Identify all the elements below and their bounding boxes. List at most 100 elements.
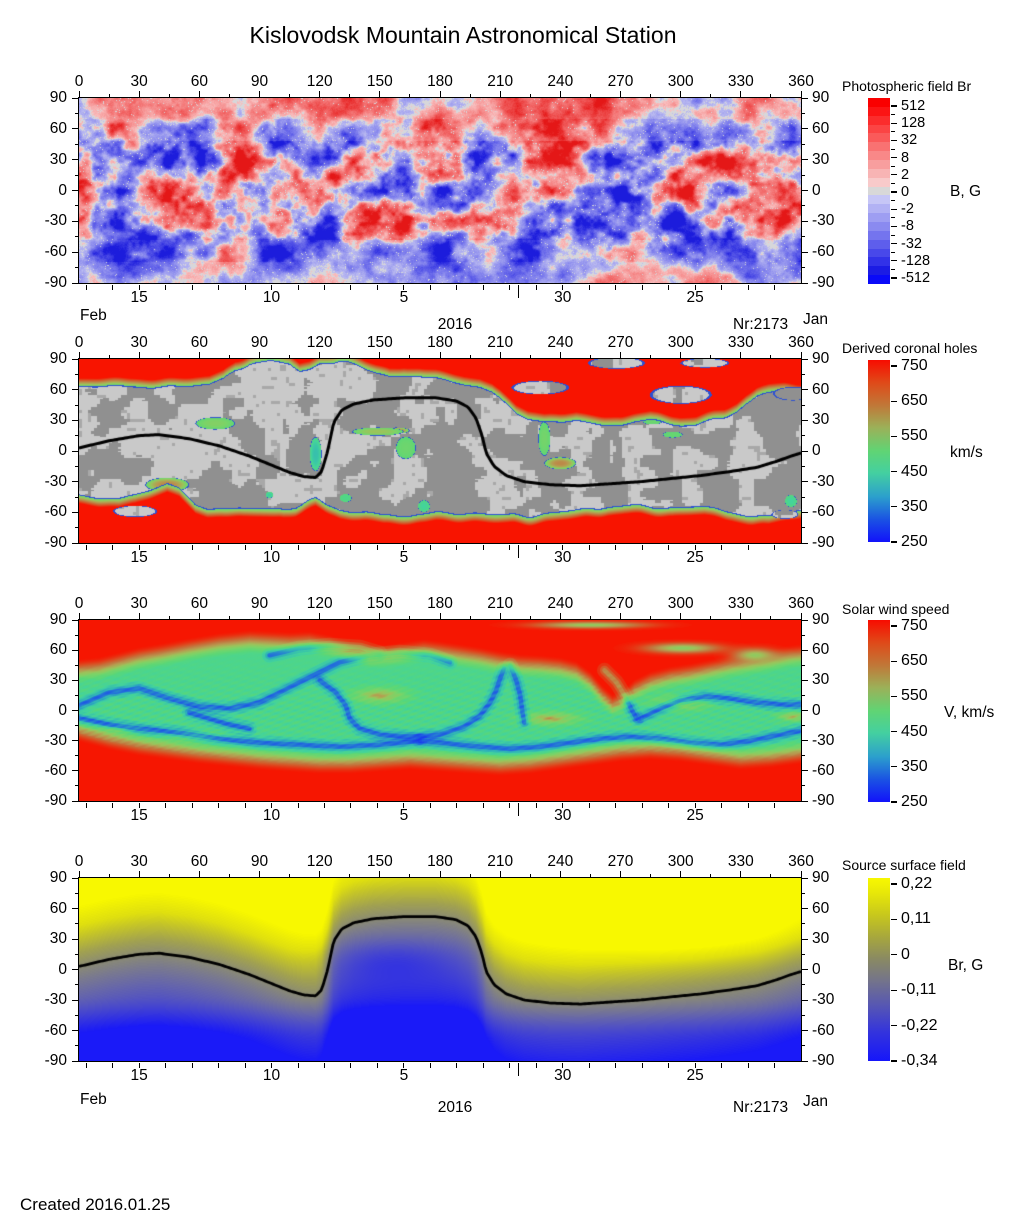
date-axis-tick xyxy=(721,285,723,290)
x-axis-tick xyxy=(349,874,351,878)
date-axis-tick xyxy=(668,803,670,808)
y-axis-tick xyxy=(72,1060,78,1062)
date-axis-tick-label: 25 xyxy=(686,289,704,306)
x-axis-tick xyxy=(289,874,291,878)
y-axis-tick xyxy=(72,220,78,222)
y-axis-tick-label: -90 xyxy=(812,274,835,291)
y-axis-tick xyxy=(75,143,78,145)
colorbar-tick xyxy=(891,260,897,262)
x-axis-tick-label: 270 xyxy=(607,73,634,90)
x-axis-tick-label: 360 xyxy=(788,853,814,870)
date-axis-tick xyxy=(191,285,193,290)
colorbar-tick-label: 350 xyxy=(901,757,928,775)
x-axis-tick-label: 330 xyxy=(727,334,754,351)
colorbar-tick-label: 750 xyxy=(901,357,928,374)
x-axis-tick-label: 300 xyxy=(667,334,694,351)
page-title: Kislovodsk Mountain Astronomical Station xyxy=(249,22,677,48)
y-axis-tick xyxy=(802,358,808,360)
x-axis-tick-label: 180 xyxy=(427,595,453,612)
date-axis-tick xyxy=(641,803,643,808)
date-axis-tick xyxy=(429,1063,431,1068)
y-axis-tick xyxy=(802,800,808,802)
y-axis-tick xyxy=(75,725,78,727)
x-axis-tick xyxy=(349,355,351,359)
colorbar-unit-coronal-holes: km/s xyxy=(950,444,983,461)
y-axis-tick-label: 30 xyxy=(812,930,830,947)
colorbar-tick xyxy=(891,541,897,543)
x-axis-tick-label: 240 xyxy=(547,73,574,90)
x-axis-tick xyxy=(409,874,411,878)
x-axis-tick xyxy=(770,616,772,620)
x-axis-tick-label: 120 xyxy=(306,334,333,351)
date-axis-tick xyxy=(535,1063,537,1068)
date-axis-tick xyxy=(774,1063,776,1068)
y-axis-tick xyxy=(72,481,78,483)
colorbar-segment xyxy=(868,142,890,152)
x-axis-tick xyxy=(529,874,531,878)
y-axis-tick xyxy=(72,619,78,621)
colorbar-tick xyxy=(891,1060,897,1062)
x-axis-tick xyxy=(620,871,621,878)
x-axis-tick-label: 60 xyxy=(190,595,208,612)
month-label-feb: Feb xyxy=(80,307,107,324)
x-axis-tick xyxy=(740,91,742,98)
date-axis-tick xyxy=(509,545,511,550)
colorbar-segment xyxy=(868,230,890,241)
x-axis-tick xyxy=(138,613,140,620)
date-axis-tick xyxy=(694,545,696,550)
colorbar-minor-tick xyxy=(891,148,895,150)
colorbar-tick-label: -8 xyxy=(901,218,914,235)
y-axis-tick-label: -60 xyxy=(812,761,835,779)
colorbar-segment xyxy=(868,275,890,284)
date-axis-tick xyxy=(191,545,193,550)
y-axis-tick xyxy=(802,220,808,222)
y-axis-tick-label: 90 xyxy=(49,869,67,886)
colorbar-tick xyxy=(891,139,897,141)
colorbar-minor-tick xyxy=(891,217,895,219)
x-axis-tick xyxy=(439,91,441,98)
date-axis-tick xyxy=(668,545,670,550)
y-axis-tick xyxy=(72,389,78,391)
date-axis-tick xyxy=(721,1063,723,1068)
x-axis-tick xyxy=(559,613,561,620)
x-axis-tick xyxy=(228,94,230,98)
colorbar-title-solar-wind: Solar wind speed xyxy=(842,601,950,617)
colorbar-tick xyxy=(891,277,897,279)
month-boundary-tick xyxy=(517,285,519,298)
y-axis-tick-label: 60 xyxy=(49,641,67,659)
y-axis-tick xyxy=(802,496,805,498)
y-axis-tick-label: -60 xyxy=(44,1021,67,1039)
x-axis-tick-label: 360 xyxy=(788,334,814,351)
y-axis-tick xyxy=(72,1030,78,1031)
date-axis-tick-label: 15 xyxy=(130,807,148,824)
y-axis-tick xyxy=(72,190,78,191)
colorbar-tick-label: 450 xyxy=(901,462,928,480)
colorbar-tick-label: 512 xyxy=(901,98,926,114)
date-axis-tick xyxy=(429,803,431,808)
colorbar-tick-label: -2 xyxy=(901,201,914,218)
x-axis-tick xyxy=(620,91,621,98)
colorbar-tick-label: 450 xyxy=(901,722,928,740)
date-axis-tick xyxy=(774,803,776,808)
x-axis-tick-label: 210 xyxy=(487,73,514,90)
date-axis-tick xyxy=(112,545,114,550)
date-axis-tick xyxy=(429,285,431,290)
colorbar-segment xyxy=(868,248,890,258)
y-axis-tick xyxy=(802,112,805,114)
x-axis-tick-label: 240 xyxy=(547,334,574,351)
x-axis-tick xyxy=(710,94,712,98)
y-axis-tick-label: 60 xyxy=(812,641,830,659)
y-axis-tick xyxy=(802,97,808,99)
y-axis-tick-label: 90 xyxy=(49,611,67,628)
x-axis-tick-label: 30 xyxy=(130,334,148,351)
colorbar-segment xyxy=(868,204,890,214)
x-axis-tick-label: 180 xyxy=(427,73,453,90)
y-axis-tick xyxy=(72,542,78,544)
x-axis-tick xyxy=(198,352,200,359)
y-axis-tick-label: 60 xyxy=(49,899,67,917)
y-axis-tick xyxy=(802,1030,808,1031)
y-axis-tick xyxy=(72,938,78,940)
date-axis-tick-label: 10 xyxy=(262,807,281,824)
x-axis-tick xyxy=(439,613,441,620)
x-axis-tick xyxy=(499,871,501,878)
